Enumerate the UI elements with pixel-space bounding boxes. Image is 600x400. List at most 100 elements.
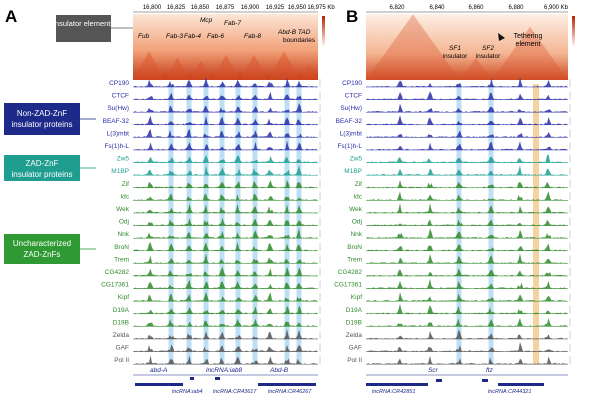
hic-tad-a-4 <box>240 54 268 80</box>
track-label-b: Wek <box>349 206 363 213</box>
coord-a-7: 16,975 Kb <box>307 5 335 11</box>
hic-tad-b-0 <box>366 14 460 81</box>
track-label-b: M1BP <box>344 168 362 175</box>
track-label-a: D19A <box>113 307 130 314</box>
track-label-a: Wek <box>116 206 130 213</box>
signal-b-CP190 <box>367 77 567 87</box>
hic-label-fab4: Fab-4 <box>184 33 201 40</box>
coord-b-1: 6,840 <box>429 5 445 11</box>
signal-a-Fs(1)h-L <box>134 140 317 150</box>
track-label-b: Zelda <box>346 332 363 339</box>
unch-line1: Uncharacterized <box>13 239 71 248</box>
track-label-b: Idc <box>353 193 362 200</box>
track-label-a: M1BP <box>111 168 129 175</box>
hic-tad-a-1 <box>165 57 190 80</box>
gene-scr: Scr <box>428 367 439 374</box>
coord-b-2: 6,860 <box>468 5 484 11</box>
gene-bar-cr44321 <box>498 383 544 386</box>
coord-b-4: 6,900 Kb <box>544 5 569 11</box>
hic-tad-a-2 <box>190 60 212 80</box>
hic-label-element: element <box>516 41 541 48</box>
track-label-b: Zw5 <box>350 156 363 163</box>
panel-a-letter: A <box>5 7 17 26</box>
lnc-cr42851: lncRNA:CR42851 <box>372 389 415 395</box>
track-label-a: Zelda <box>113 332 130 339</box>
coord-a-4: 16,900 <box>241 5 260 11</box>
signal-a-L(3)mbt <box>134 128 317 138</box>
signal-a-Zw5 <box>134 154 317 163</box>
signal-b-CG4282 <box>367 268 567 276</box>
signal-a-Wek <box>134 203 317 213</box>
signal-b-GAF <box>367 341 567 352</box>
signal-a-Trem <box>134 253 317 264</box>
coord-a-3: 16,875 <box>216 5 235 11</box>
hic-scale-a <box>322 16 325 46</box>
ruler-b-labels: 6,820 6,840 6,860 6,880 6,900 Kb <box>389 5 568 11</box>
track-label-b: Nnk <box>350 231 362 238</box>
signal-a-Odj <box>134 217 317 226</box>
signal-b-Zelda <box>367 329 567 339</box>
gene-ftz: ftz <box>486 367 494 374</box>
signal-b-Zif <box>367 180 567 188</box>
signal-b-BroN <box>367 243 567 251</box>
signal-a-M1BP <box>134 165 317 176</box>
hic-map-a <box>133 14 318 80</box>
lnc-cr43617: lncRNA:CR43617 <box>213 389 257 395</box>
zad-line1: ZAD-ZnF <box>26 159 59 168</box>
gene-bar-scr <box>366 383 428 386</box>
hic-label-fab7: Fab-7 <box>224 20 241 27</box>
hic-label-fab3: Fab-3 <box>166 33 183 40</box>
lnc-cr46267: lncRNA:CR46267 <box>268 389 312 395</box>
track-label-b: CTCF <box>345 93 362 100</box>
track-label-a: Trem <box>114 256 129 263</box>
coord-b-0: 6,820 <box>389 5 405 11</box>
hic-labels-a: Fub Fab-3 Fab-4 Mcp Fab-6 Fab-7 Fab-8 Ab… <box>138 17 316 44</box>
non-zad-line1: Non-ZAD-ZnF <box>17 109 67 118</box>
track-label-a: Kipf <box>118 294 129 301</box>
signal-a-Pol II <box>134 355 317 365</box>
zad-line2: insulator proteins <box>12 170 73 179</box>
hic-labels-b: SF1 insulator SF2 insulator Tethering el… <box>443 33 543 60</box>
non-zad-line2: insulator proteins <box>12 120 73 129</box>
hic-label-boundaries: boundaries <box>283 37 316 44</box>
hic-label-sf2: SF2 <box>482 45 494 52</box>
hic-label-abdb: Abd-B TAD <box>277 29 311 36</box>
track-label-a: Odj <box>119 219 129 226</box>
coord-a-0: 16,800 <box>143 5 162 11</box>
signal-b-Trem <box>367 253 567 264</box>
signal-b-CTCF <box>367 91 567 100</box>
track-label-a: GAF <box>116 345 129 352</box>
track-label-b: Su(Hw) <box>340 105 362 112</box>
signal-a-Kipf <box>134 291 317 302</box>
hic-tad-a-0 <box>133 51 165 80</box>
signal-b-Idc <box>367 191 567 201</box>
track-label-b: Odj <box>352 219 362 226</box>
track-label-b: Kipf <box>351 294 362 301</box>
track-label-a: CG17361 <box>101 282 129 289</box>
hic-label-fub: Fub <box>138 33 150 40</box>
coord-a-2: 16,850 <box>191 5 210 11</box>
unch-box <box>4 234 80 264</box>
track-label-b: Zif <box>355 181 362 188</box>
hic-tad-a-3 <box>212 54 240 80</box>
tethering-arrow-icon <box>498 33 505 41</box>
hic-label-fab6: Fab-6 <box>207 33 224 40</box>
track-label-b: Pol II <box>347 357 362 364</box>
track-label-a: Zif <box>122 181 129 188</box>
coord-b-3: 6,880 <box>508 5 524 11</box>
signal-b-CG17361 <box>367 278 567 289</box>
track-label-b: BroN <box>347 244 362 251</box>
track-label-a: CG4282 <box>105 269 130 276</box>
signal-b-BEAF-32 <box>367 114 567 125</box>
signal-a-BroN <box>134 241 317 251</box>
track-label-b: CG4282 <box>338 269 363 276</box>
track-label-a: L(3)mbt <box>107 130 130 137</box>
hic-tad-b-2 <box>492 26 568 80</box>
signal-a-Zif <box>134 179 317 188</box>
signal-b-Odj <box>367 219 567 226</box>
track-label-a: Fs(1)h-L <box>104 143 129 150</box>
track-label-a: Nnk <box>117 231 129 238</box>
track-label-a: CP190 <box>109 80 129 87</box>
